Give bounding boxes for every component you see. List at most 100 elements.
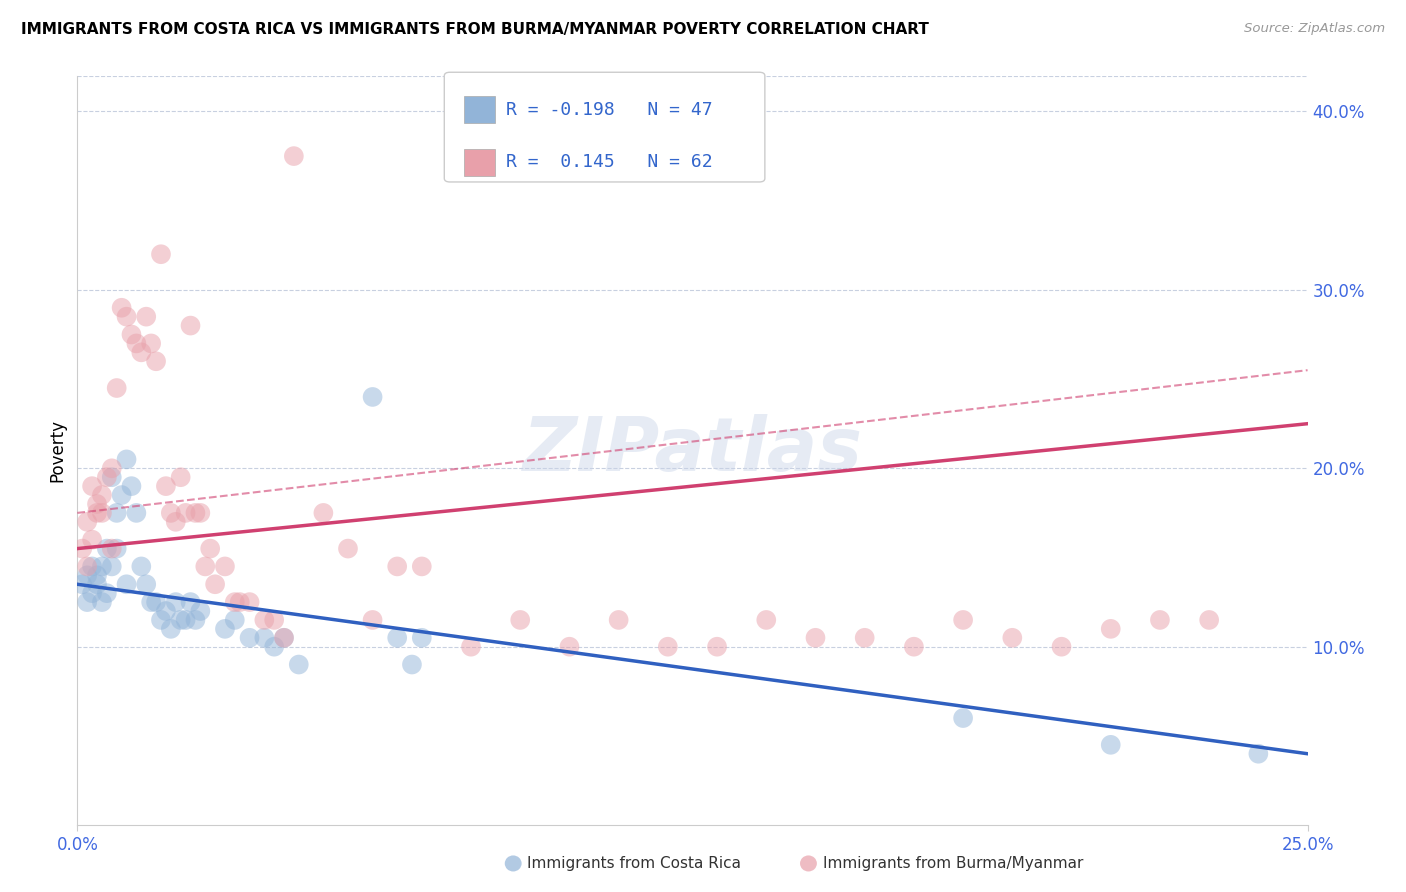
Point bbox=[96, 470, 118, 484]
Point bbox=[129, 559, 153, 574]
Point bbox=[228, 595, 252, 609]
Point bbox=[1001, 631, 1024, 645]
Text: IMMIGRANTS FROM COSTA RICA VS IMMIGRANTS FROM BURMA/MYANMAR POVERTY CORRELATION : IMMIGRANTS FROM COSTA RICA VS IMMIGRANTS… bbox=[21, 22, 929, 37]
Point bbox=[385, 559, 409, 574]
Point bbox=[188, 506, 212, 520]
Point bbox=[115, 577, 138, 591]
Point bbox=[141, 595, 163, 609]
Point bbox=[160, 506, 183, 520]
Text: R = -0.198   N = 47: R = -0.198 N = 47 bbox=[506, 101, 713, 119]
Point bbox=[558, 640, 581, 654]
Point bbox=[76, 595, 98, 609]
Point bbox=[214, 622, 236, 636]
Point bbox=[101, 461, 124, 475]
Point bbox=[101, 559, 124, 574]
Point bbox=[657, 640, 679, 654]
Point bbox=[263, 613, 285, 627]
Point bbox=[607, 613, 630, 627]
Point bbox=[135, 577, 157, 591]
Point bbox=[82, 533, 104, 547]
Point bbox=[239, 631, 262, 645]
Point bbox=[82, 559, 104, 574]
Point bbox=[165, 515, 187, 529]
Point bbox=[401, 657, 423, 672]
Point bbox=[253, 631, 276, 645]
Point bbox=[105, 506, 128, 520]
Point bbox=[361, 613, 384, 627]
Point bbox=[224, 595, 246, 609]
Point bbox=[115, 310, 138, 324]
Point bbox=[145, 595, 167, 609]
Point bbox=[460, 640, 482, 654]
Point bbox=[90, 595, 114, 609]
Point bbox=[312, 506, 335, 520]
Point bbox=[239, 595, 262, 609]
Point bbox=[160, 622, 183, 636]
Text: R =  0.145   N = 62: R = 0.145 N = 62 bbox=[506, 153, 713, 171]
Point bbox=[121, 479, 143, 493]
Point bbox=[141, 336, 163, 351]
Point bbox=[96, 541, 118, 556]
Point bbox=[804, 631, 827, 645]
Point bbox=[101, 470, 124, 484]
Point bbox=[121, 327, 143, 342]
Point bbox=[129, 345, 153, 359]
Point bbox=[224, 613, 246, 627]
Point bbox=[361, 390, 384, 404]
Point bbox=[70, 577, 93, 591]
Point bbox=[70, 541, 93, 556]
Point bbox=[509, 613, 531, 627]
Point bbox=[86, 568, 108, 582]
Point bbox=[952, 613, 974, 627]
Point bbox=[706, 640, 728, 654]
Point bbox=[253, 613, 276, 627]
Point bbox=[170, 613, 193, 627]
Point bbox=[180, 595, 202, 609]
Point bbox=[283, 149, 305, 163]
Point bbox=[273, 631, 295, 645]
Text: Immigrants from Burma/Myanmar: Immigrants from Burma/Myanmar bbox=[823, 856, 1083, 871]
Point bbox=[155, 479, 177, 493]
Point bbox=[174, 506, 197, 520]
Point bbox=[96, 586, 118, 600]
Text: Source: ZipAtlas.com: Source: ZipAtlas.com bbox=[1244, 22, 1385, 36]
Point bbox=[115, 452, 138, 467]
Point bbox=[76, 515, 98, 529]
Point bbox=[135, 310, 157, 324]
Point bbox=[150, 613, 173, 627]
Point bbox=[1247, 747, 1270, 761]
Point bbox=[273, 631, 295, 645]
Point bbox=[76, 559, 98, 574]
Point bbox=[200, 541, 222, 556]
Point bbox=[76, 568, 98, 582]
Point bbox=[86, 497, 108, 511]
Point bbox=[188, 604, 212, 618]
Point bbox=[214, 559, 236, 574]
Point bbox=[1050, 640, 1073, 654]
Point bbox=[1099, 622, 1122, 636]
Point bbox=[111, 488, 132, 502]
Point bbox=[385, 631, 409, 645]
Point bbox=[170, 470, 193, 484]
Point bbox=[337, 541, 360, 556]
Point bbox=[1099, 738, 1122, 752]
Point bbox=[853, 631, 876, 645]
Point bbox=[952, 711, 974, 725]
Point bbox=[145, 354, 167, 368]
Point bbox=[150, 247, 173, 261]
Text: Immigrants from Costa Rica: Immigrants from Costa Rica bbox=[527, 856, 741, 871]
Point bbox=[101, 541, 124, 556]
Point bbox=[204, 577, 226, 591]
Text: ZIPatlas: ZIPatlas bbox=[523, 414, 862, 487]
Point bbox=[288, 657, 311, 672]
Point bbox=[411, 559, 433, 574]
Point bbox=[411, 631, 433, 645]
Point bbox=[86, 577, 108, 591]
Y-axis label: Poverty: Poverty bbox=[48, 419, 66, 482]
Point bbox=[82, 479, 104, 493]
Point bbox=[155, 604, 177, 618]
Point bbox=[1149, 613, 1171, 627]
Point bbox=[90, 506, 114, 520]
Point bbox=[174, 613, 197, 627]
Point bbox=[263, 640, 285, 654]
